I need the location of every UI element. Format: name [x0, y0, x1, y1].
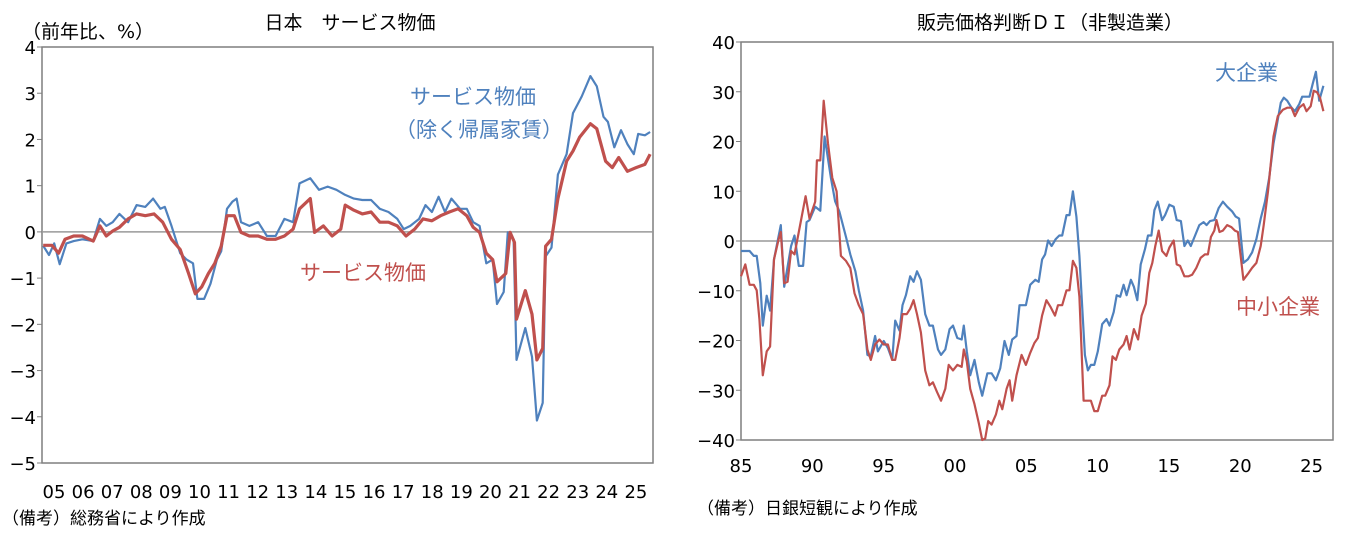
y-tick-label: 30: [712, 83, 735, 104]
y-tick-label: 3: [25, 84, 36, 105]
x-tick-label: 15: [1157, 456, 1180, 477]
right-chart-title: 販売価格判断ＤＩ（非製造業）: [917, 12, 1183, 34]
y-tick-label: 0: [25, 223, 36, 244]
y-tick-label: 1: [25, 177, 36, 198]
x-tick-label: 85: [730, 456, 753, 477]
x-tick-label: 07: [101, 482, 124, 503]
series-line-blue: [741, 70, 1325, 397]
y-tick-label: −3: [9, 362, 36, 383]
x-tick-label: 19: [450, 482, 473, 503]
x-tick-label: 13: [275, 482, 298, 503]
x-tick-label: 20: [1229, 456, 1252, 477]
y-tick-label: 4: [25, 38, 36, 59]
y-tick-label: 2: [25, 130, 36, 151]
right-series-label-large: 大企業: [1215, 61, 1278, 85]
left-series-label-blue-line2: （除く帰属家賃）: [395, 118, 563, 142]
x-tick-label: 12: [246, 482, 269, 503]
x-tick-label: 10: [1086, 456, 1109, 477]
x-tick-label: 14: [304, 482, 327, 503]
left-chart-title: 日本 サービス物価: [264, 12, 435, 34]
right-series-label-small: 中小企業: [1236, 295, 1320, 319]
y-tick-label: 0: [724, 232, 735, 253]
x-tick-label: 10: [188, 482, 211, 503]
x-tick-label: 00: [944, 456, 967, 477]
y-tick-label: 40: [712, 33, 735, 54]
left-chart-source-note: （備考）総務省により作成: [2, 509, 206, 529]
y-tick-label: −30: [697, 381, 735, 402]
x-tick-label: 25: [1300, 456, 1323, 477]
x-tick-label: 20: [479, 482, 502, 503]
x-tick-label: 06: [72, 482, 95, 503]
x-tick-label: 24: [595, 482, 618, 503]
x-tick-label: 08: [130, 482, 153, 503]
x-tick-label: 05: [1015, 456, 1038, 477]
left-series-label-red: サービス物価: [300, 261, 426, 285]
x-tick-label: 90: [801, 456, 824, 477]
left-chart-unit-label: （前年比、%）: [22, 21, 154, 43]
series-line-red: [43, 122, 652, 362]
y-tick-label: 20: [712, 133, 735, 154]
y-tick-label: 10: [712, 182, 735, 203]
y-tick-label: −10: [697, 282, 735, 303]
y-tick-label: −40: [697, 431, 735, 452]
x-tick-label: 22: [537, 482, 560, 503]
left-series-label-blue-line1: サービス物価: [410, 85, 536, 109]
y-tick-label: −1: [9, 269, 36, 290]
x-tick-label: 15: [333, 482, 356, 503]
y-tick-label: −20: [697, 332, 735, 353]
x-tick-label: 17: [392, 482, 415, 503]
x-tick-label: 95: [872, 456, 895, 477]
right-chart-source-note: （備考）日銀短観により作成: [697, 499, 918, 519]
x-tick-label: 18: [421, 482, 444, 503]
x-tick-label: 11: [217, 482, 240, 503]
y-tick-label: −2: [9, 315, 36, 336]
right-plot-area: 40 30 20 10 0 −10 −20 −30 −40 85 90 95 00 05 10 15 20 25: [697, 33, 1334, 477]
y-tick-label: −4: [9, 408, 36, 429]
x-tick-label: 16: [363, 482, 386, 503]
plot-frame: [41, 46, 654, 464]
x-tick-label: 23: [566, 482, 589, 503]
x-tick-label: 25: [624, 482, 647, 503]
x-tick-label: 21: [508, 482, 531, 503]
y-tick-label: −5: [9, 454, 36, 475]
x-tick-label: 05: [43, 482, 66, 503]
x-tick-label: 09: [159, 482, 182, 503]
series-line-red: [739, 89, 1325, 442]
